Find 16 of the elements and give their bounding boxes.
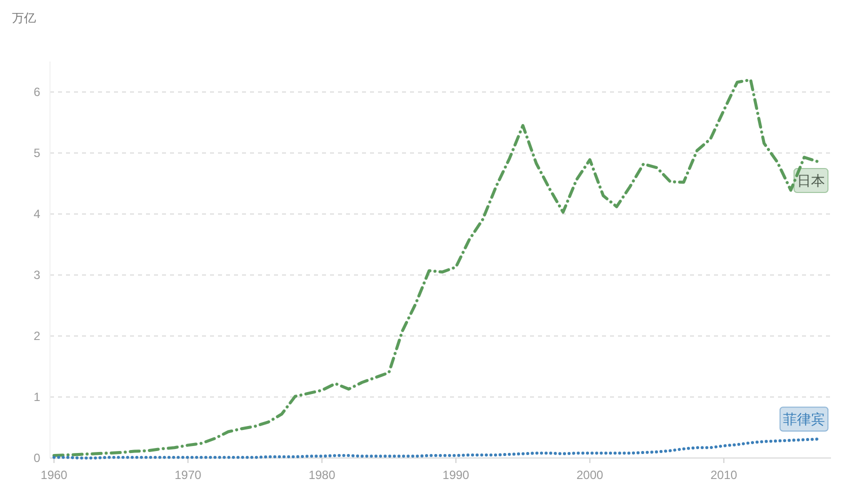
series-label: 日本	[797, 172, 825, 189]
x-tick-label: 2000	[576, 468, 604, 482]
y-tick-label: 1	[34, 390, 41, 404]
series-label: 菲律宾	[783, 411, 825, 428]
y-tick-label: 0	[34, 451, 41, 465]
x-tick-label: 1960	[40, 468, 68, 482]
y-tick-label: 3	[34, 268, 41, 282]
y-tick-label: 4	[34, 207, 41, 221]
x-tick-label: 2010	[710, 468, 738, 482]
x-tick-label: 1980	[308, 468, 336, 482]
x-tick-label: 1990	[442, 468, 470, 482]
y-tick-label: 6	[34, 85, 41, 99]
y-tick-label: 2	[34, 329, 41, 343]
y-tick-label: 5	[34, 146, 41, 160]
x-tick-label: 1970	[174, 468, 202, 482]
y-axis-title: 万亿	[12, 11, 36, 25]
